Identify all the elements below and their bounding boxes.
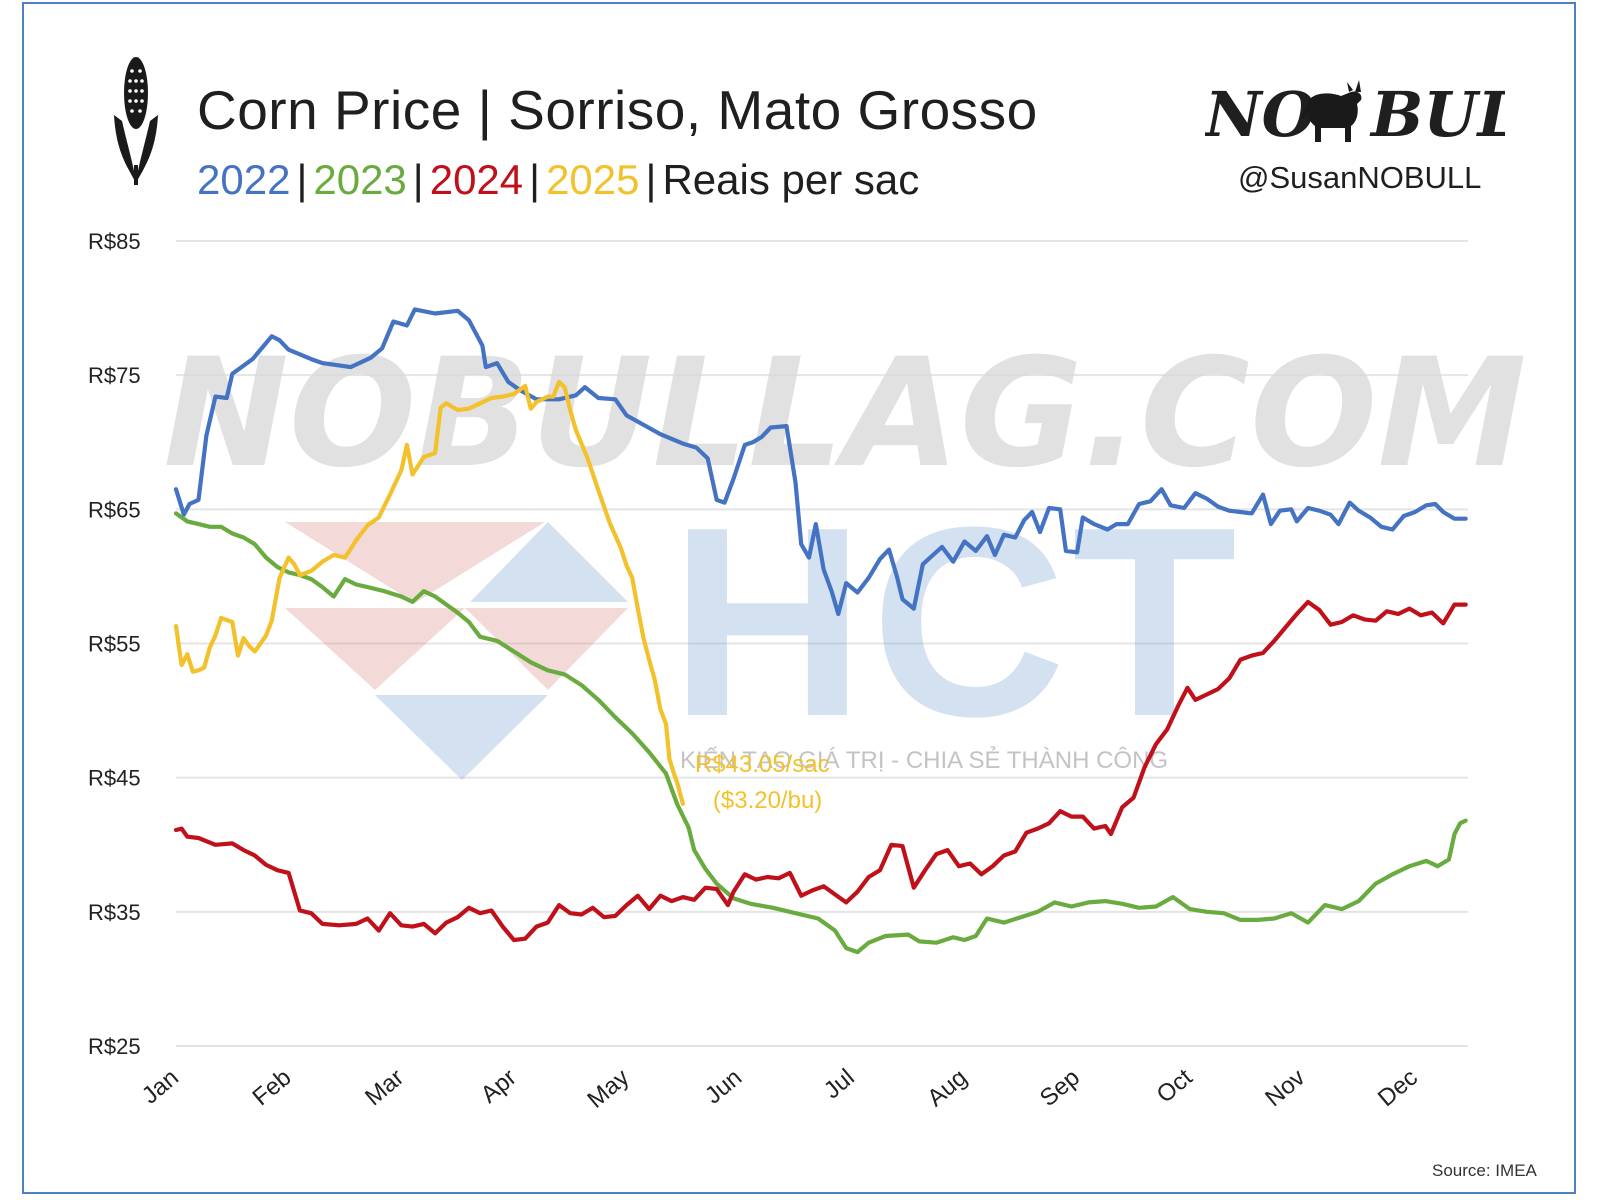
hct-triangle-mid-left [285, 608, 465, 690]
hct-triangle-right [470, 522, 628, 602]
y-tick-label: R$35 [88, 900, 141, 925]
legend-2022: 2022 [197, 156, 291, 203]
x-tick-label: Mar [360, 1064, 409, 1111]
series-lines [173, 307, 1468, 955]
subtitle-separator: | [296, 156, 308, 203]
x-tick-label: Jan [137, 1064, 184, 1110]
x-tick-label: Dec [1373, 1064, 1423, 1112]
source-note: Source: IMEA [1432, 1161, 1537, 1180]
series-line-2025 [173, 379, 685, 806]
legend-2023: 2023 [313, 156, 407, 203]
y-tick-label: R$55 [88, 632, 141, 657]
subtitle-separator: | [645, 156, 657, 203]
logo-text-left: NO [1205, 78, 1316, 150]
logo-text-right: BULL [1369, 78, 1505, 150]
hct-watermark: HCT [285, 472, 1243, 780]
subtitle-separator: | [412, 156, 424, 203]
x-tick-label: Jul [819, 1064, 860, 1104]
social-handle: @SusanNOBULL [1238, 160, 1482, 195]
y-tick-label: R$85 [88, 229, 141, 254]
x-tick-label: Sep [1035, 1064, 1085, 1112]
x-axis-ticks: Jan Feb Mar Apr May Jun Jul Aug Sep Oct Nov Dec [137, 1064, 1423, 1114]
series-line-2022 [173, 307, 1468, 617]
y-tick-label: R$25 [88, 1034, 141, 1059]
chart-frame [22, 2, 1576, 1194]
bull-icon [1301, 80, 1362, 142]
hct-letters: HCT [670, 472, 1243, 773]
y-tick-label: R$45 [88, 766, 141, 791]
x-tick-label: Apr [476, 1064, 522, 1109]
hct-triangle-mid-right [465, 608, 628, 690]
y-tick-label: R$65 [88, 497, 141, 522]
watermark-site: NOBULLAG.COM [163, 327, 1526, 501]
x-tick-label: May [582, 1064, 634, 1114]
series-line-2024 [173, 599, 1468, 943]
series-line-2023 [173, 511, 1468, 955]
corn-icon [114, 57, 158, 185]
hct-triangle-bottom [375, 695, 548, 780]
x-tick-label: Nov [1260, 1064, 1310, 1112]
legend-2025: 2025 [546, 156, 640, 203]
chart-title: Corn Price | Sorriso, Mato Grosso [197, 79, 1038, 141]
nobull-logo: NO BULL [1205, 78, 1505, 150]
y-axis-ticks: R$85 R$75 R$65 R$55 R$45 R$35 R$25 [88, 229, 141, 1059]
x-tick-label: Jun [700, 1064, 747, 1110]
annotation-price-bu: ($3.20/bu) [713, 787, 822, 814]
x-tick-label: Feb [247, 1064, 296, 1111]
hct-triangle-top-left [285, 522, 545, 603]
subtitle-separator: | [529, 156, 541, 203]
hct-tagline: KIẾN TẠO GIÁ TRỊ - CHIA SẺ THÀNH CÔNG [680, 745, 1168, 774]
x-tick-label: Aug [922, 1064, 972, 1112]
chart-subtitle: 2022 | 2023 | 2024 | 2025 | Reais per sac [197, 156, 919, 204]
y-tick-label: R$75 [88, 363, 141, 388]
annotation-price-sac: R$43.05/sac [695, 751, 830, 778]
legend-2024: 2024 [429, 156, 524, 203]
x-tick-label: Oct [1152, 1064, 1198, 1109]
unit-label: Reais per sac [662, 156, 920, 203]
